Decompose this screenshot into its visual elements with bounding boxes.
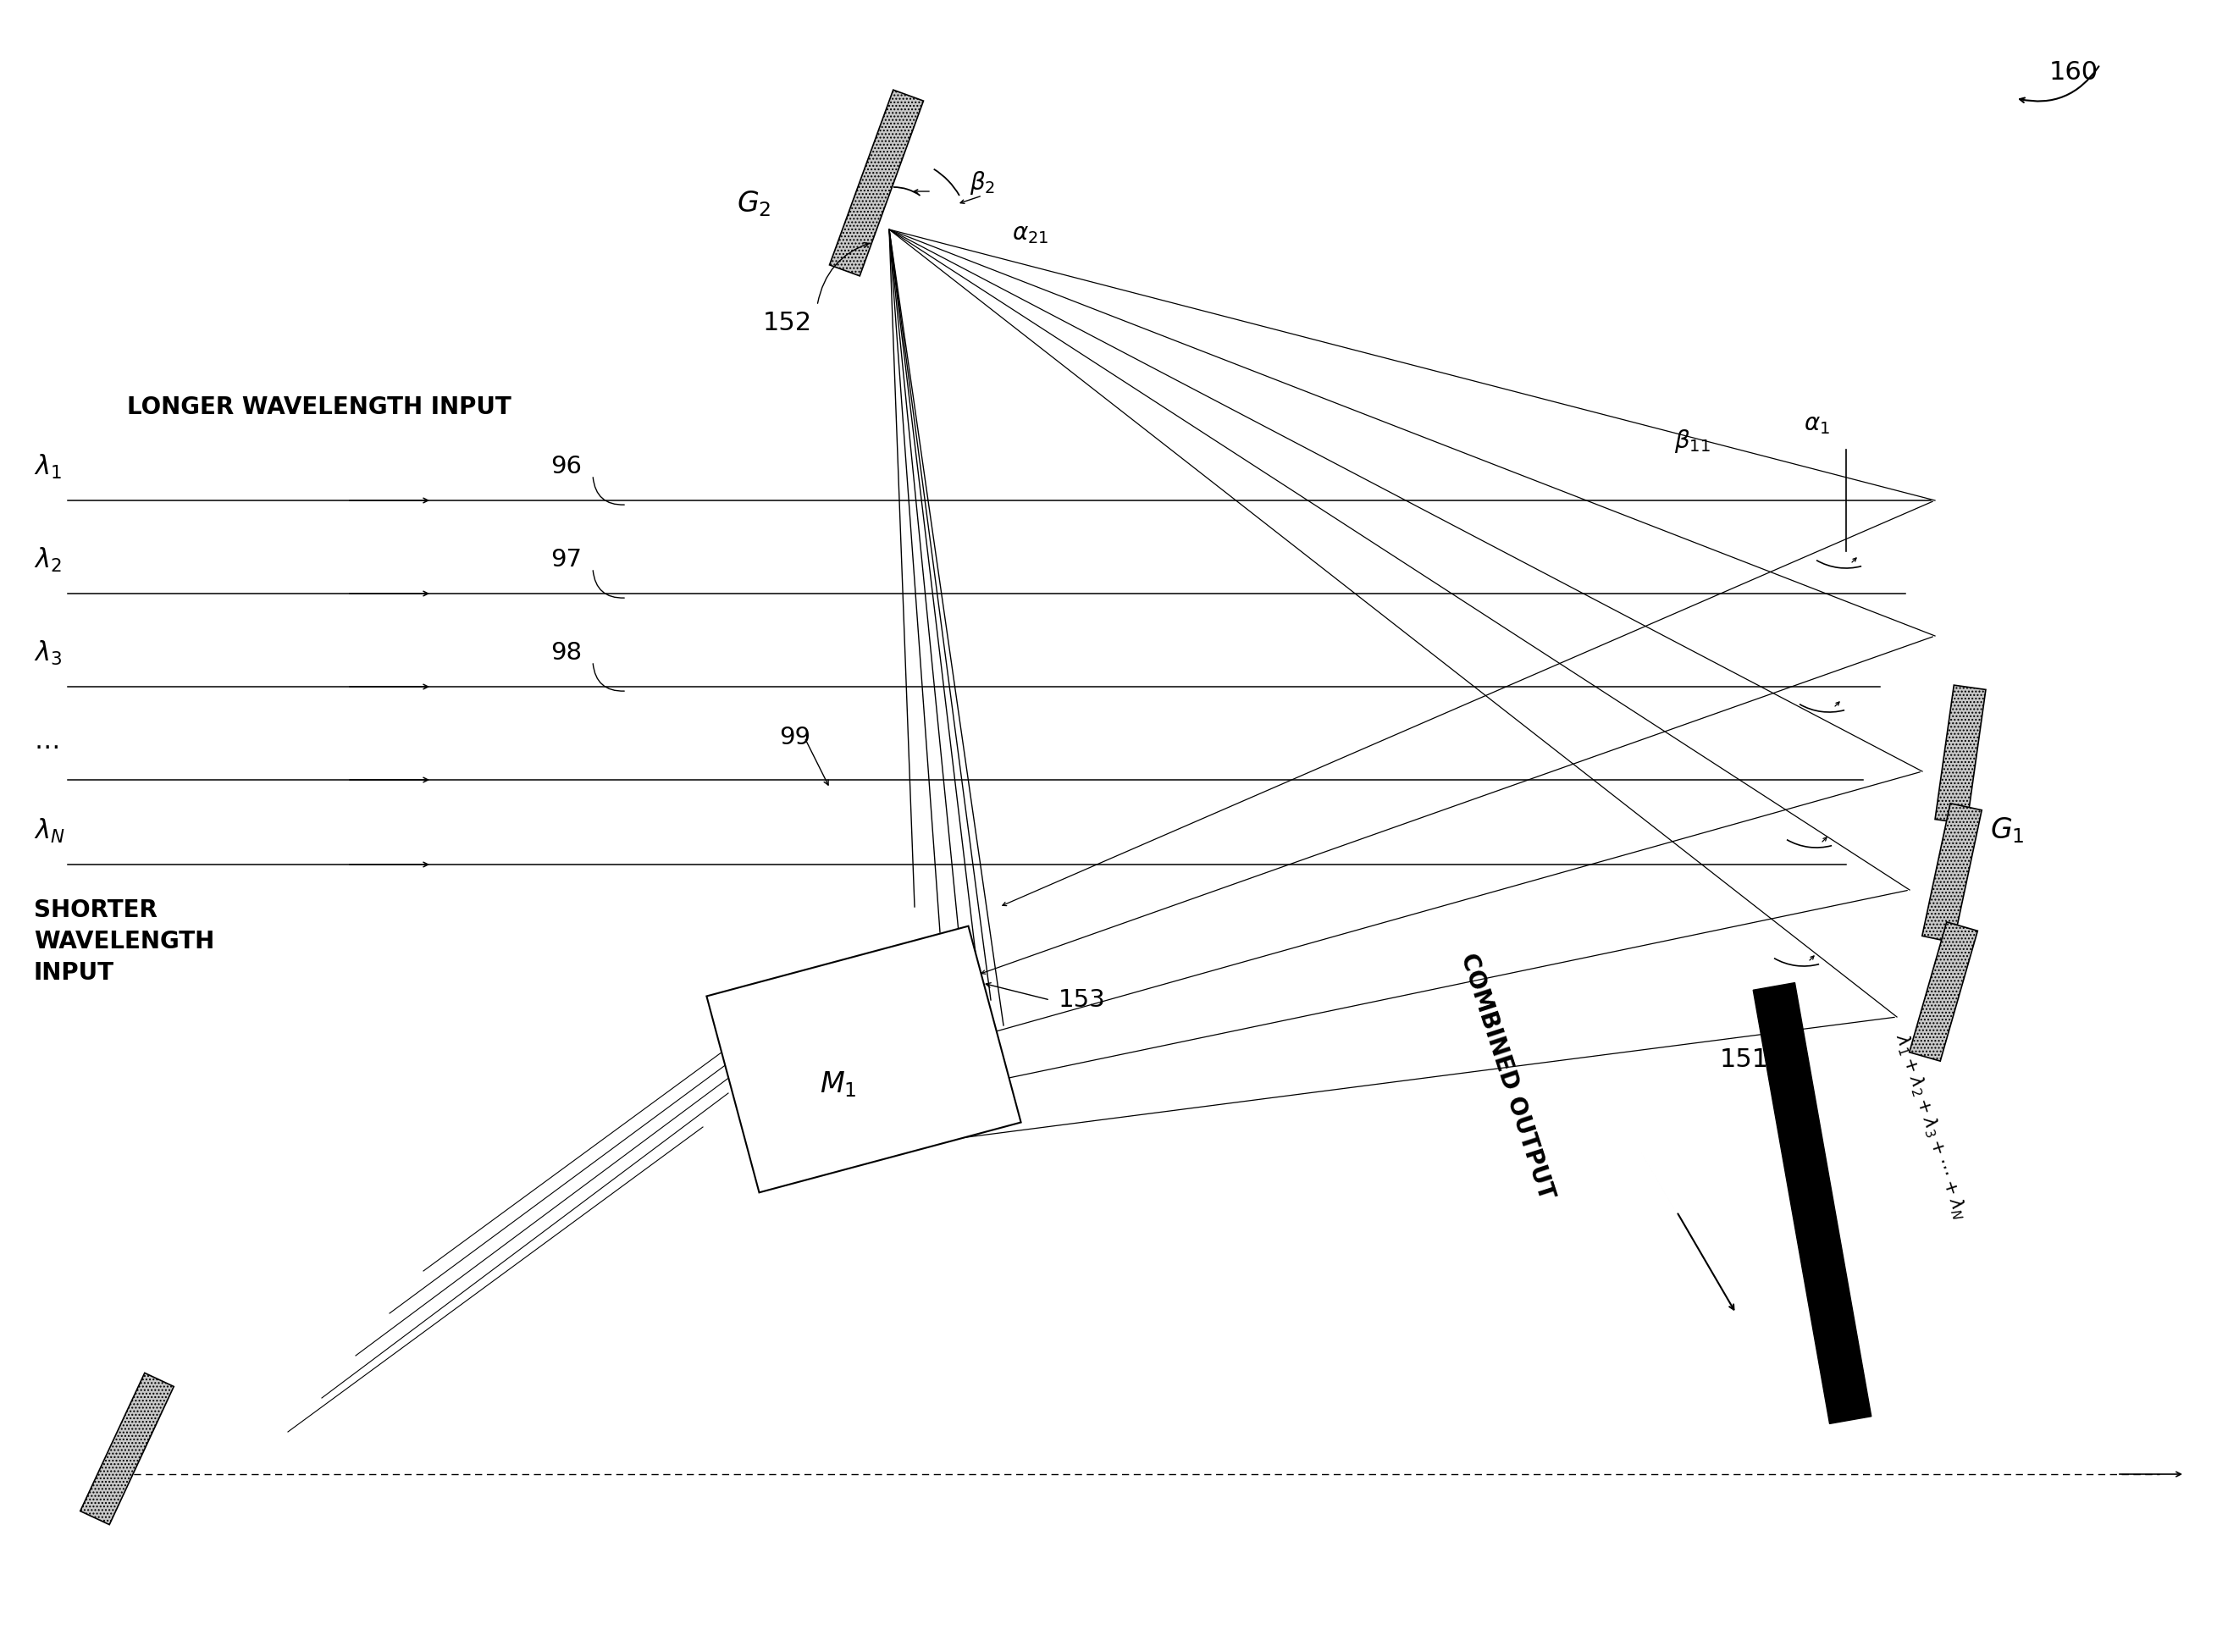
Text: $\cdots$: $\cdots$ xyxy=(33,733,58,758)
Polygon shape xyxy=(1922,803,1982,943)
Polygon shape xyxy=(80,1373,173,1525)
Text: 99: 99 xyxy=(778,725,811,750)
Polygon shape xyxy=(1909,922,1978,1061)
Text: $M_1$: $M_1$ xyxy=(820,1070,856,1099)
Text: $\lambda_3$: $\lambda_3$ xyxy=(33,639,62,667)
Text: $\alpha_{21}$: $\alpha_{21}$ xyxy=(1011,221,1049,246)
Text: 96: 96 xyxy=(550,454,581,479)
Text: LONGER WAVELENGTH INPUT: LONGER WAVELENGTH INPUT xyxy=(126,395,512,420)
Text: $\lambda_N$: $\lambda_N$ xyxy=(33,816,64,844)
Polygon shape xyxy=(1935,686,1986,824)
Text: 151: 151 xyxy=(1720,1047,1769,1072)
Polygon shape xyxy=(1754,983,1871,1424)
Text: SHORTER
WAVELENGTH
INPUT: SHORTER WAVELENGTH INPUT xyxy=(33,899,215,985)
Text: COMBINED OUTPUT: COMBINED OUTPUT xyxy=(1457,950,1559,1203)
Text: 152: 152 xyxy=(763,311,811,335)
Text: $\lambda_2$: $\lambda_2$ xyxy=(33,545,62,573)
Text: 160: 160 xyxy=(2049,59,2099,84)
Text: 153: 153 xyxy=(1058,988,1106,1013)
Text: $\lambda_1$: $\lambda_1$ xyxy=(33,453,62,481)
Text: $\beta_{11}$: $\beta_{11}$ xyxy=(1674,428,1712,454)
Text: 97: 97 xyxy=(550,548,581,572)
Text: $\lambda_1+\lambda_2+\lambda_3+\cdots+\lambda_N$: $\lambda_1+\lambda_2+\lambda_3+\cdots+\l… xyxy=(1891,1031,1971,1222)
Polygon shape xyxy=(707,927,1022,1193)
Text: $G_1$: $G_1$ xyxy=(1991,816,2024,846)
Polygon shape xyxy=(829,89,924,276)
Text: $\alpha_1$: $\alpha_1$ xyxy=(1805,413,1829,436)
Text: 98: 98 xyxy=(550,641,581,664)
Text: $\beta_2$: $\beta_2$ xyxy=(969,170,995,197)
Text: $G_2$: $G_2$ xyxy=(736,190,772,218)
